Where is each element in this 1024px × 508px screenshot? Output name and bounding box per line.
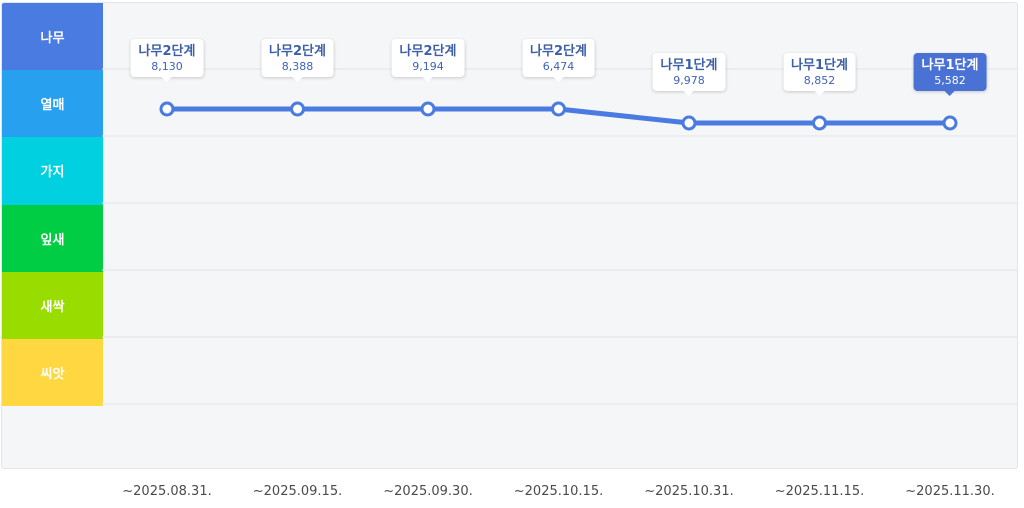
- data-label: 나무1단계 8,852: [783, 53, 856, 96]
- level-label: 나무: [40, 31, 65, 47]
- level-label: 가지: [40, 165, 65, 181]
- level-label: 씨앗: [40, 367, 65, 383]
- data-label: 나무1단계 5,582: [913, 53, 987, 96]
- data-label-stage: 나무1단계: [921, 58, 979, 73]
- level-band: 열매: [2, 70, 103, 138]
- data-point[interactable]: [942, 115, 958, 131]
- data-label-value: 5,582: [934, 74, 966, 87]
- x-tick-label: ~2025.10.15.: [513, 484, 604, 499]
- level-band: 새싹: [2, 271, 103, 339]
- x-tick-label: ~2025.11.30.: [905, 484, 995, 499]
- data-label-value: 9,978: [673, 74, 705, 87]
- data-label-stage: 나무2단계: [269, 44, 326, 59]
- data-label: 나무2단계 6,474: [522, 39, 595, 82]
- x-tick-label: ~2025.09.15.: [252, 484, 343, 499]
- x-tick-label: ~2025.09.30.: [383, 484, 473, 499]
- data-label-stage: 나무2단계: [530, 44, 587, 59]
- x-tick-label: ~2025.08.31.: [122, 484, 212, 499]
- data-label-value: 6,474: [542, 60, 575, 73]
- data-label: 나무2단계 9,194: [391, 39, 465, 82]
- data-label-stage: 나무2단계: [138, 44, 196, 59]
- data-label: 나무2단계 8,388: [261, 39, 334, 82]
- data-point[interactable]: [812, 115, 827, 131]
- data-label-value: 9,194: [412, 60, 444, 73]
- data-point[interactable]: [681, 115, 697, 131]
- x-tick-label: ~2025.11.15.: [774, 484, 865, 499]
- data-point[interactable]: [551, 101, 566, 117]
- level-band: 잎새: [2, 204, 103, 272]
- data-label-stage: 나무1단계: [660, 58, 718, 73]
- x-axis-labels: ~2025.08.31. ~2025.09.15. ~2025.09.30. ~202…: [0, 484, 1024, 504]
- level-label: 잎새: [40, 232, 65, 248]
- data-label: 나무2단계 8,130: [130, 39, 204, 82]
- level-label: 새싹: [40, 299, 65, 315]
- data-point[interactable]: [420, 101, 436, 117]
- level-label: 열매: [40, 98, 65, 114]
- data-label-stage: 나무2단계: [399, 44, 457, 59]
- data-label-value: 8,852: [803, 74, 836, 87]
- data-label-value: 8,130: [151, 60, 183, 73]
- level-band: 씨앗: [2, 339, 103, 407]
- data-label-stage: 나무1단계: [791, 58, 848, 73]
- level-band: 나무: [2, 3, 103, 71]
- data-point[interactable]: [290, 101, 305, 117]
- level-band: 가지: [2, 137, 103, 205]
- x-tick-label: ~2025.10.31.: [644, 484, 734, 499]
- data-label-value: 8,388: [281, 60, 314, 73]
- data-label: 나무1단계 9,978: [652, 53, 726, 96]
- data-point[interactable]: [159, 101, 175, 117]
